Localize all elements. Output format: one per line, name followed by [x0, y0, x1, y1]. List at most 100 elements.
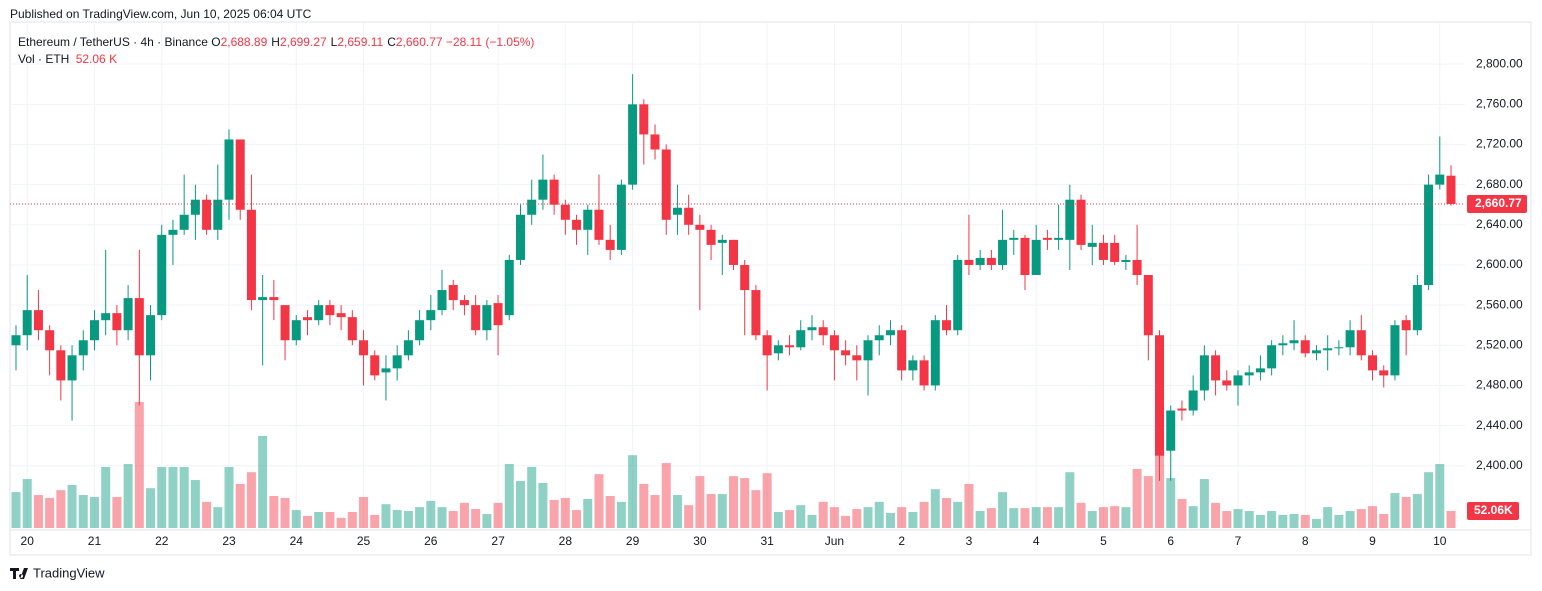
- volume-bar: [347, 512, 357, 528]
- x-tick-label: 26: [424, 534, 438, 548]
- candle-body: [1155, 335, 1165, 456]
- candle-body: [650, 134, 660, 150]
- last-price-label: 2,660.77: [1475, 196, 1522, 210]
- brand: TradingView: [33, 565, 105, 580]
- candle-body: [1233, 375, 1243, 386]
- candle-body: [504, 259, 514, 316]
- chart-frame: [9, 21, 1532, 556]
- x-tick-label: 8: [1302, 534, 1309, 548]
- volume-bar: [426, 500, 436, 528]
- volume-bar: [930, 489, 940, 528]
- candle-body: [1143, 275, 1153, 336]
- last-volume-badge: [1467, 502, 1519, 521]
- candle-body: [415, 320, 425, 341]
- candle-body: [1020, 237, 1030, 275]
- volume-bar: [504, 464, 514, 528]
- candle-body: [1379, 370, 1389, 376]
- volume-bar: [628, 455, 638, 528]
- volume-bar: [863, 507, 873, 528]
- candle-body: [482, 305, 492, 331]
- candle-body: [123, 298, 133, 331]
- candle-body: [67, 355, 77, 381]
- x-tick-label: 22: [155, 534, 169, 548]
- volume-bar: [1289, 513, 1299, 528]
- y-tick-label: 2,520.00: [1476, 337, 1523, 351]
- volume-bar: [1042, 507, 1052, 528]
- candle-body: [1278, 343, 1288, 346]
- volume-bar: [415, 507, 425, 528]
- ohlc-value: 2,659.11: [337, 35, 384, 49]
- volume-bar: [168, 466, 178, 528]
- volume-bar: [1087, 511, 1097, 528]
- volume-bar: [123, 464, 133, 528]
- candle-body: [381, 368, 391, 373]
- volume-bar: [213, 507, 223, 528]
- x-tick-label: 7: [1235, 534, 1242, 548]
- volume-bar: [1222, 511, 1232, 528]
- published-note: Published on TradingView.com, Jun 10, 20…: [10, 7, 312, 21]
- volume-bar: [1121, 507, 1131, 528]
- candle-body: [953, 259, 963, 331]
- candle-body: [179, 214, 189, 230]
- volume-bar: [515, 480, 525, 528]
- volume-bar: [190, 480, 200, 528]
- volume-bar: [560, 497, 570, 528]
- candle-body: [1211, 355, 1221, 381]
- volume-bar: [852, 509, 862, 528]
- y-tick-label: 2,440.00: [1476, 418, 1523, 432]
- ohlc-key: H: [271, 35, 280, 49]
- volume-bar: [807, 514, 817, 528]
- candle-body: [549, 179, 559, 205]
- volume-bar: [998, 492, 1008, 528]
- volume-bar: [1076, 502, 1086, 528]
- volume-bar: [975, 511, 985, 528]
- candle-body: [392, 355, 402, 369]
- candle-body: [672, 207, 682, 215]
- candle-body: [78, 340, 88, 356]
- volume-value: 52.06 K: [75, 52, 118, 66]
- y-tick-label: 2,400.00: [1476, 458, 1523, 472]
- candle-body: [1267, 345, 1277, 369]
- volume-bar: [459, 502, 469, 528]
- candle-body: [964, 259, 974, 265]
- volume-bar: [22, 479, 32, 528]
- volume-bar: [1031, 507, 1041, 528]
- candle-body: [975, 257, 985, 265]
- candle-body: [572, 219, 582, 230]
- candle-body: [751, 290, 761, 336]
- candle-body: [45, 330, 55, 351]
- volume-bar: [1166, 478, 1176, 528]
- candle-body: [1222, 380, 1232, 386]
- ohlc-key: L: [330, 35, 338, 49]
- candle-body: [1289, 340, 1299, 344]
- y-tick-label: 2,680.00: [1476, 177, 1523, 191]
- candle-body: [1042, 237, 1052, 240]
- volume-bar: [224, 466, 234, 528]
- last-volume-label: 52.06K: [1474, 503, 1513, 517]
- volume-bar: [482, 513, 492, 528]
- volume-bar: [986, 508, 996, 528]
- candle-body: [112, 313, 122, 331]
- x-tick-label: 20: [21, 534, 35, 548]
- candle-body: [471, 305, 481, 331]
- x-tick-label: 23: [222, 534, 236, 548]
- volume-bar: [841, 515, 851, 528]
- volume-bar: [1244, 511, 1254, 528]
- volume-bar: [493, 502, 503, 528]
- candle-body: [930, 320, 940, 386]
- volume-bar: [246, 472, 256, 528]
- candle-body: [1424, 184, 1434, 286]
- ohlc-value: 2,699.27: [279, 35, 327, 49]
- volume-bar: [785, 510, 795, 528]
- volume-bar: [527, 466, 537, 528]
- volume-bar: [370, 514, 380, 528]
- candle-body: [101, 313, 111, 321]
- candle-body: [146, 315, 156, 356]
- volume-bar: [1177, 498, 1187, 528]
- candle-body: [717, 239, 727, 243]
- volume-bar: [1143, 476, 1153, 528]
- volume-bar: [762, 473, 772, 528]
- volume-bar: [1278, 514, 1288, 528]
- volume-bar: [953, 501, 963, 528]
- volume-bar: [650, 495, 660, 528]
